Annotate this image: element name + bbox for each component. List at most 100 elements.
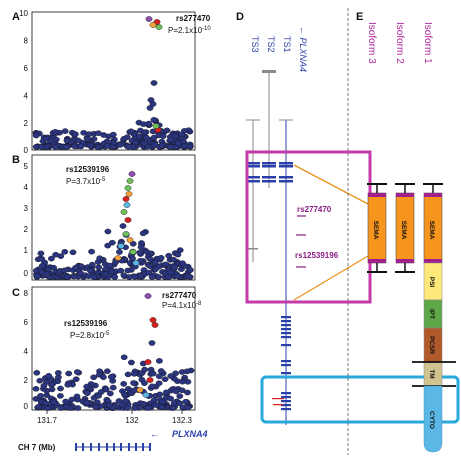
scatter-point: [120, 354, 128, 361]
cyto-domain-label: CYTO: [428, 411, 435, 429]
gene-exon: [98, 443, 100, 451]
x-tick-label: 132: [125, 416, 139, 425]
exon: [281, 392, 291, 395]
highlight-point: [146, 377, 154, 383]
scatter-point: [65, 370, 73, 377]
scatter-point: [155, 358, 163, 364]
isoform-3: SEMA: [367, 183, 387, 273]
sema-cap-top: [368, 193, 386, 197]
scatter-point: [150, 117, 158, 123]
y-tick-label: 1: [24, 246, 29, 255]
scatter-point: [184, 273, 192, 280]
sema-cap-bottom: [424, 259, 442, 263]
exon: [279, 165, 293, 168]
scatter-point: [121, 391, 128, 398]
peak-point: [132, 260, 140, 266]
scatter-point: [90, 374, 98, 381]
scatter-point: [124, 405, 131, 411]
highlight-point: [152, 123, 160, 129]
exon: [281, 320, 291, 323]
isoform-2: SEMA: [395, 183, 415, 273]
scatter-point: [186, 267, 194, 273]
isoform-1-label: Isoform 1: [422, 22, 433, 64]
scatter-point: [77, 270, 85, 277]
panel-c-y-ticks: 8 6 4 2 0: [24, 289, 29, 411]
peak-point: [126, 237, 134, 243]
scatter-point: [63, 144, 71, 150]
scatter-point: [161, 376, 169, 383]
y-tick-label: 0: [24, 402, 29, 411]
scatter-point: [158, 404, 166, 410]
gene-exon: [113, 443, 115, 451]
scatter-point: [146, 256, 154, 262]
scatter-point: [184, 404, 192, 411]
transcript-label-ts1: TS1: [282, 36, 292, 53]
scatter-point: [104, 228, 112, 235]
panel-b-scatter: [32, 171, 194, 280]
exon: [281, 328, 291, 331]
scatter-point: [145, 120, 153, 127]
scatter-point: [175, 400, 183, 406]
scatter-point: [130, 380, 138, 386]
cyto-domain: [423, 385, 443, 453]
isoform-1: SEMA PSI IPT PCSR TM CYTO: [412, 183, 456, 453]
panel-d: D TS3 TS2 TS1 ← PLXNA4 rs277470 rs125391…: [236, 11, 460, 425]
scatter-point: [144, 405, 152, 411]
peak-point: [119, 223, 127, 229]
panel-b-snp-label: rs12539196: [66, 165, 110, 174]
lead-snp-point: [144, 293, 152, 299]
scatter-point: [121, 398, 129, 405]
peak-point: [124, 217, 132, 223]
scatter-point: [37, 250, 45, 257]
scatter-point: [141, 140, 149, 147]
scatter-point: [117, 267, 125, 274]
panel-b-pvalue: P=3.7x10-5: [66, 177, 106, 186]
gene-exon: [106, 443, 108, 451]
scatter-point: [33, 369, 41, 376]
gene-exon: [149, 443, 151, 451]
y-tick-label: 6: [24, 64, 29, 73]
scatter-point: [109, 384, 117, 391]
exon: [281, 404, 291, 407]
highlight-point: [149, 317, 157, 323]
scatter-point: [124, 267, 132, 274]
panel-c: C 8 6 4 2 0 rs277470 P=4.1x10-8 rs125391…: [12, 286, 202, 425]
scatter-point: [157, 254, 165, 261]
scatter-point: [148, 383, 156, 390]
scatter-point: [50, 399, 58, 406]
scatter-point: [132, 139, 140, 146]
panel-a-label: A: [12, 11, 20, 23]
scatter-point: [72, 264, 79, 271]
scatter-point: [130, 387, 138, 394]
sema-connector-upper: [293, 164, 369, 205]
chromosome-axis-label: CH 7 (Mb): [18, 443, 56, 452]
scatter-point: [158, 142, 166, 149]
scatter-point: [130, 370, 138, 377]
scatter-point: [155, 380, 163, 387]
scatter-point: [167, 373, 175, 379]
scatter-point: [172, 388, 180, 395]
scatter-point: [70, 273, 78, 280]
highlight-point: [151, 322, 159, 328]
exon: [279, 176, 293, 179]
scatter-point: [57, 385, 64, 392]
exon: [281, 408, 291, 411]
y-tick-label: 0: [24, 269, 29, 278]
scatter-point: [57, 393, 64, 399]
y-tick-label: 10: [19, 9, 28, 18]
transcript-label-ts2: TS2: [266, 36, 276, 53]
scatter-point: [184, 389, 191, 396]
scatter-point: [125, 274, 133, 280]
scatter-point: [101, 271, 109, 278]
scatter-point: [74, 137, 82, 144]
scatter-point: [180, 143, 188, 149]
panel-a: A 10 8 6 4 2 0 rs277470 P=2.1x10-10: [12, 9, 211, 155]
scatter-point: [182, 398, 190, 405]
pcsr-domain-label: PCSR: [428, 336, 435, 354]
scatter-point: [83, 399, 90, 406]
panel-a-pvalue: P=2.1x10-10: [168, 26, 211, 35]
scatter-point: [62, 398, 70, 405]
scatter-point: [88, 261, 96, 268]
peak-point: [125, 191, 133, 197]
scatter-point: [106, 262, 113, 269]
